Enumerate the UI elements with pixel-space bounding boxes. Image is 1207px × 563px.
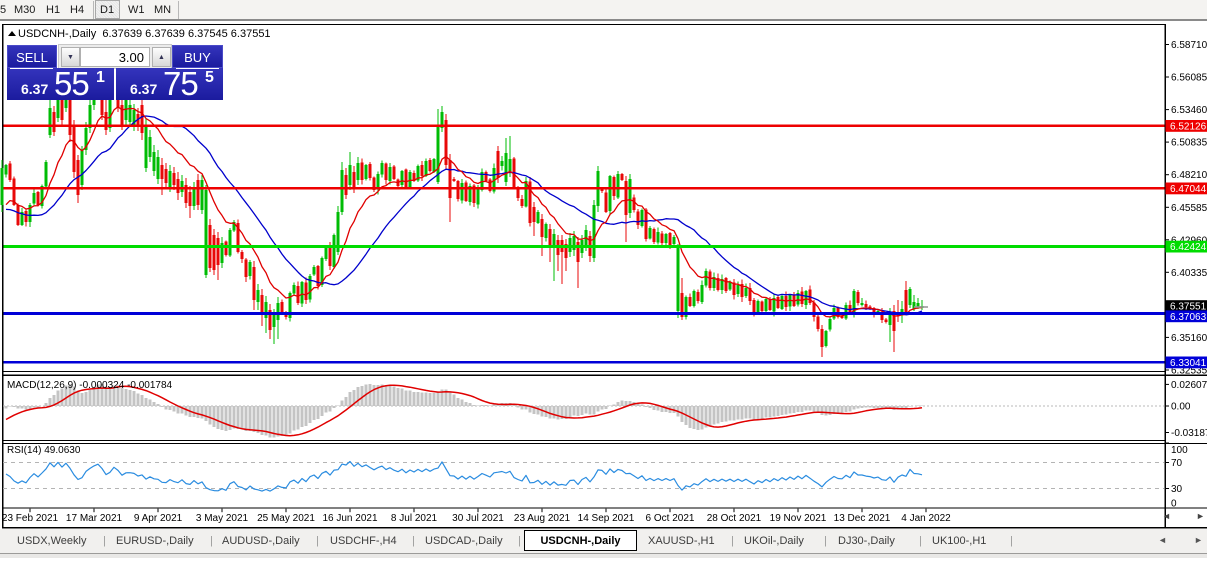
svg-text:6.50835: 6.50835 (1171, 138, 1207, 149)
svg-text:USDCNH-,Daily 6.37639 6.37639: USDCNH-,Daily 6.37639 6.37639 6.37545 6.… (18, 28, 271, 40)
svg-text:6.37063: 6.37063 (1170, 312, 1207, 323)
svg-text:-0.03187: -0.03187 (1171, 428, 1207, 439)
svg-text:13 Dec 2021: 13 Dec 2021 (834, 513, 891, 524)
svg-text:23 Feb 2021: 23 Feb 2021 (2, 513, 59, 524)
svg-text:28 Oct 2021: 28 Oct 2021 (707, 513, 762, 524)
svg-text:3 May 2021: 3 May 2021 (196, 513, 249, 524)
svg-text:30: 30 (1171, 484, 1183, 495)
svg-text:◄: ◄ (1162, 511, 1171, 521)
svg-text:25 May 2021: 25 May 2021 (257, 513, 315, 524)
svg-text:0: 0 (1171, 499, 1177, 510)
svg-text:6.56085: 6.56085 (1171, 73, 1207, 84)
svg-text:6.47044: 6.47044 (1170, 184, 1207, 195)
svg-text:30 Jul 2021: 30 Jul 2021 (452, 513, 504, 524)
svg-text:MACD(12,26,9) -0.000324 -0.001: MACD(12,26,9) -0.000324 -0.001784 (7, 380, 173, 391)
svg-text:6.52126: 6.52126 (1170, 121, 1207, 132)
svg-text:17 Mar 2021: 17 Mar 2021 (66, 513, 123, 524)
svg-text:8 Jul 2021: 8 Jul 2021 (391, 513, 438, 524)
svg-text:9 Apr 2021: 9 Apr 2021 (134, 513, 183, 524)
svg-text:6.35160: 6.35160 (1171, 333, 1207, 344)
svg-text:16 Jun 2021: 16 Jun 2021 (322, 513, 377, 524)
svg-text:►: ► (1196, 511, 1205, 521)
svg-text:6.45585: 6.45585 (1171, 203, 1207, 214)
svg-text:6.58710: 6.58710 (1171, 40, 1207, 51)
svg-text:6.40335: 6.40335 (1171, 268, 1207, 279)
svg-text:0.02607: 0.02607 (1171, 380, 1207, 391)
svg-text:100: 100 (1171, 445, 1188, 456)
svg-text:19 Nov 2021: 19 Nov 2021 (770, 513, 827, 524)
svg-text:4 Jan 2022: 4 Jan 2022 (901, 513, 951, 524)
svg-text:70: 70 (1171, 458, 1183, 469)
svg-text:6.48210: 6.48210 (1171, 170, 1207, 181)
svg-text:14 Sep 2021: 14 Sep 2021 (578, 513, 635, 524)
svg-text:RSI(14) 49.0630: RSI(14) 49.0630 (7, 445, 81, 456)
svg-text:0.00: 0.00 (1171, 402, 1191, 413)
svg-text:6.42424: 6.42424 (1170, 242, 1207, 253)
svg-text:23 Aug 2021: 23 Aug 2021 (514, 513, 571, 524)
svg-text:6.53460: 6.53460 (1171, 105, 1207, 116)
svg-text:6 Oct 2021: 6 Oct 2021 (646, 513, 695, 524)
svg-text:6.33041: 6.33041 (1170, 358, 1207, 369)
